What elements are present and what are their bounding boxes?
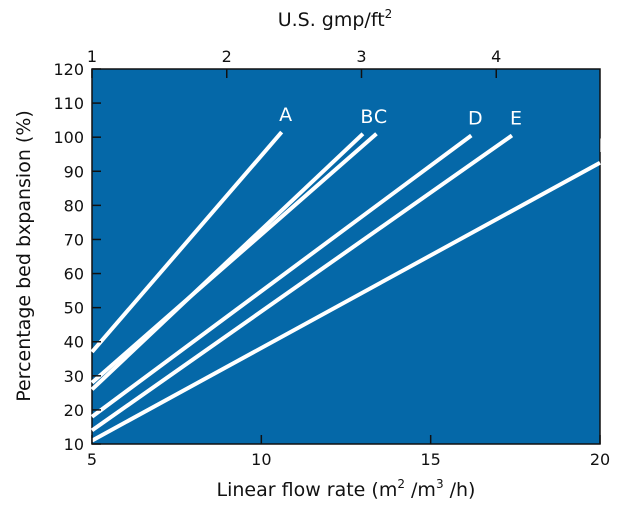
y-tick-label-30: 30 (64, 367, 84, 386)
top-tick-label-4: 4 (491, 47, 501, 66)
series-line-a (90, 130, 284, 354)
series-line-e (90, 133, 514, 433)
x-axis-title-sup2: 3 (436, 477, 444, 491)
top-axis: 1 2 3 4 (87, 47, 501, 78)
x-axis-title: Linear flow rate (m2 /m3 /h) (217, 477, 476, 501)
y-axis-title: Percentage bed bxpansion (%) (13, 110, 35, 402)
y-tick-label-10: 10 (64, 435, 84, 454)
series-line-c (90, 132, 378, 385)
series-lines (90, 130, 601, 443)
y-tick-label-60: 60 (64, 265, 84, 284)
x-axis-title-mid: /m (405, 479, 436, 501)
series-label-d: D (468, 107, 483, 129)
series-label-b: B (360, 106, 373, 128)
series-label-e: E (510, 107, 522, 129)
y-tick-label-50: 50 (64, 299, 84, 318)
series-label-a: A (279, 104, 292, 126)
y-tick-label-90: 90 (64, 162, 84, 181)
x-tick-label-10: 10 (251, 450, 271, 469)
top-tick-label-2: 2 (222, 47, 232, 66)
top-tick-label-1: 1 (87, 47, 97, 66)
series-line-d (90, 133, 473, 419)
y-tick-label-110: 110 (53, 94, 84, 113)
series-label-f: F (599, 135, 610, 157)
y-tick-label-100: 100 (53, 128, 84, 147)
x-tick-label-15: 15 (420, 450, 440, 469)
y-tick-label-40: 40 (64, 333, 84, 352)
series-labels: A B C D E F (279, 104, 609, 157)
y-tick-label-80: 80 (64, 196, 84, 215)
x-axis-title-sup1: 2 (397, 477, 405, 491)
y-axis: 10 20 30 40 50 60 70 80 90 100 110 120 (53, 60, 101, 454)
x-axis-title-main: Linear flow rate (m (217, 479, 398, 501)
y-tick-label-20: 20 (64, 401, 84, 420)
top-axis-title-main: U.S. gmp/ft (278, 9, 385, 31)
plot-area (91, 68, 601, 445)
x-axis: 5 10 15 20 (87, 435, 610, 469)
top-axis-title: U.S. gmp/ft2 (278, 7, 393, 31)
top-axis-title-sup: 2 (385, 7, 393, 21)
top-tick-label-3: 3 (356, 47, 366, 66)
series-line-f (91, 160, 601, 443)
x-axis-title-end: /h) (444, 479, 476, 501)
x-tick-label-5: 5 (87, 450, 97, 469)
x-tick-label-20: 20 (590, 450, 610, 469)
series-label-c: C (374, 106, 387, 128)
y-tick-label-70: 70 (64, 230, 84, 249)
y-tick-label-120: 120 (53, 60, 84, 79)
